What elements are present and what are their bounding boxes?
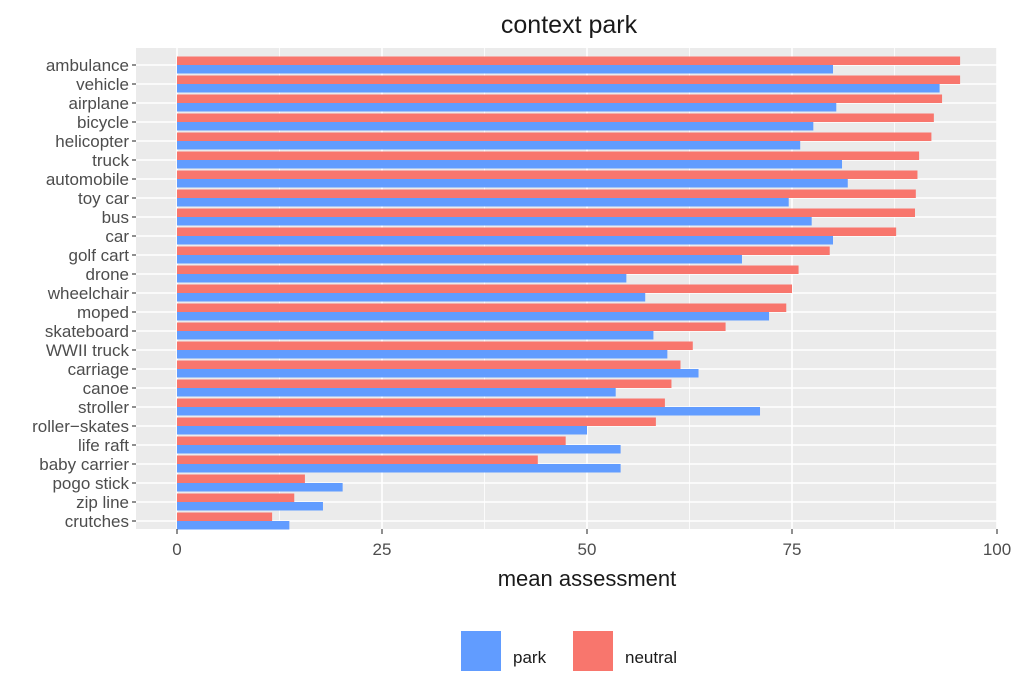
- bar-neutral: [177, 189, 916, 198]
- category-label: drone: [86, 265, 129, 284]
- bar-neutral: [177, 132, 932, 141]
- bar-neutral: [177, 436, 566, 445]
- bar-neutral: [177, 227, 897, 236]
- bar-park: [177, 445, 621, 454]
- bar-neutral: [177, 379, 672, 388]
- bar-park: [177, 521, 290, 530]
- bar-neutral: [177, 94, 943, 103]
- bar-park: [177, 179, 848, 188]
- bar-park: [177, 84, 940, 93]
- bar-neutral: [177, 360, 681, 369]
- category-label: stroller: [78, 398, 129, 417]
- bar-neutral: [177, 493, 295, 502]
- bar-neutral: [177, 322, 726, 331]
- category-label: automobile: [46, 170, 129, 189]
- bar-park: [177, 198, 789, 207]
- bar-park: [177, 369, 699, 378]
- x-axis-ticks: 0 25 50 75 100: [172, 529, 1011, 559]
- bar-park: [177, 502, 323, 511]
- bar-park: [177, 407, 761, 416]
- bar-park: [177, 122, 814, 131]
- x-tick-label: 25: [373, 540, 392, 559]
- bar-neutral: [177, 208, 915, 217]
- x-tick-label: 50: [578, 540, 597, 559]
- bar-park: [177, 426, 587, 435]
- bar-park: [177, 65, 833, 74]
- category-label: WWII truck: [46, 341, 130, 360]
- chart-title: context park: [501, 11, 638, 39]
- category-label: vehicle: [76, 75, 129, 94]
- bar-park: [177, 464, 621, 473]
- category-label: crutches: [65, 512, 129, 531]
- bars: [177, 56, 961, 530]
- category-label: ambulance: [46, 56, 129, 75]
- bar-park: [177, 141, 801, 150]
- category-label: bicycle: [77, 113, 129, 132]
- category-label: moped: [77, 303, 129, 322]
- bar-neutral: [177, 246, 830, 255]
- bar-neutral: [177, 474, 305, 483]
- category-labels: ambulancevehicleairplanebicyclehelicopte…: [32, 56, 136, 531]
- legend-label-park: park: [513, 648, 547, 667]
- bar-neutral: [177, 170, 918, 179]
- bar-neutral: [177, 56, 961, 65]
- category-label: baby carrier: [39, 455, 129, 474]
- bar-neutral: [177, 512, 273, 521]
- bar-park: [177, 217, 812, 226]
- x-tick-label: 0: [172, 540, 181, 559]
- bar-park: [177, 160, 843, 169]
- bar-park: [177, 293, 646, 302]
- category-label: roller−skates: [32, 417, 129, 436]
- bar-park: [177, 103, 837, 112]
- legend-key-park: [461, 631, 501, 671]
- category-label: canoe: [83, 379, 129, 398]
- legend-label-neutral: neutral: [625, 648, 677, 667]
- bar-neutral: [177, 341, 693, 350]
- legend: park neutral: [461, 631, 677, 671]
- x-tick-label: 100: [983, 540, 1011, 559]
- category-label: airplane: [69, 94, 130, 113]
- x-axis-label: mean assessment: [498, 566, 677, 591]
- category-label: golf cart: [69, 246, 130, 265]
- category-label: bus: [102, 208, 129, 227]
- bar-neutral: [177, 284, 792, 293]
- bar-neutral: [177, 113, 934, 122]
- bar-park: [177, 388, 616, 397]
- legend-key-neutral: [573, 631, 613, 671]
- bar-park: [177, 331, 654, 340]
- bar-park: [177, 236, 833, 245]
- bar-neutral: [177, 151, 920, 160]
- category-label: life raft: [78, 436, 129, 455]
- bar-park: [177, 350, 668, 359]
- category-label: helicopter: [55, 132, 129, 151]
- bar-neutral: [177, 455, 538, 464]
- category-label: toy car: [78, 189, 129, 208]
- category-label: truck: [92, 151, 129, 170]
- bar-neutral: [177, 75, 961, 84]
- category-label: wheelchair: [47, 284, 130, 303]
- bar-neutral: [177, 265, 799, 274]
- bar-neutral: [177, 417, 656, 426]
- bar-park: [177, 312, 770, 321]
- bar-neutral: [177, 398, 665, 407]
- bar-park: [177, 483, 343, 492]
- category-label: pogo stick: [52, 474, 129, 493]
- bar-park: [177, 255, 742, 264]
- category-label: car: [105, 227, 129, 246]
- category-label: zip line: [76, 493, 129, 512]
- x-tick-label: 75: [783, 540, 802, 559]
- bar-neutral: [177, 303, 787, 312]
- category-label: skateboard: [45, 322, 129, 341]
- category-label: carriage: [68, 360, 129, 379]
- bar-park: [177, 274, 627, 283]
